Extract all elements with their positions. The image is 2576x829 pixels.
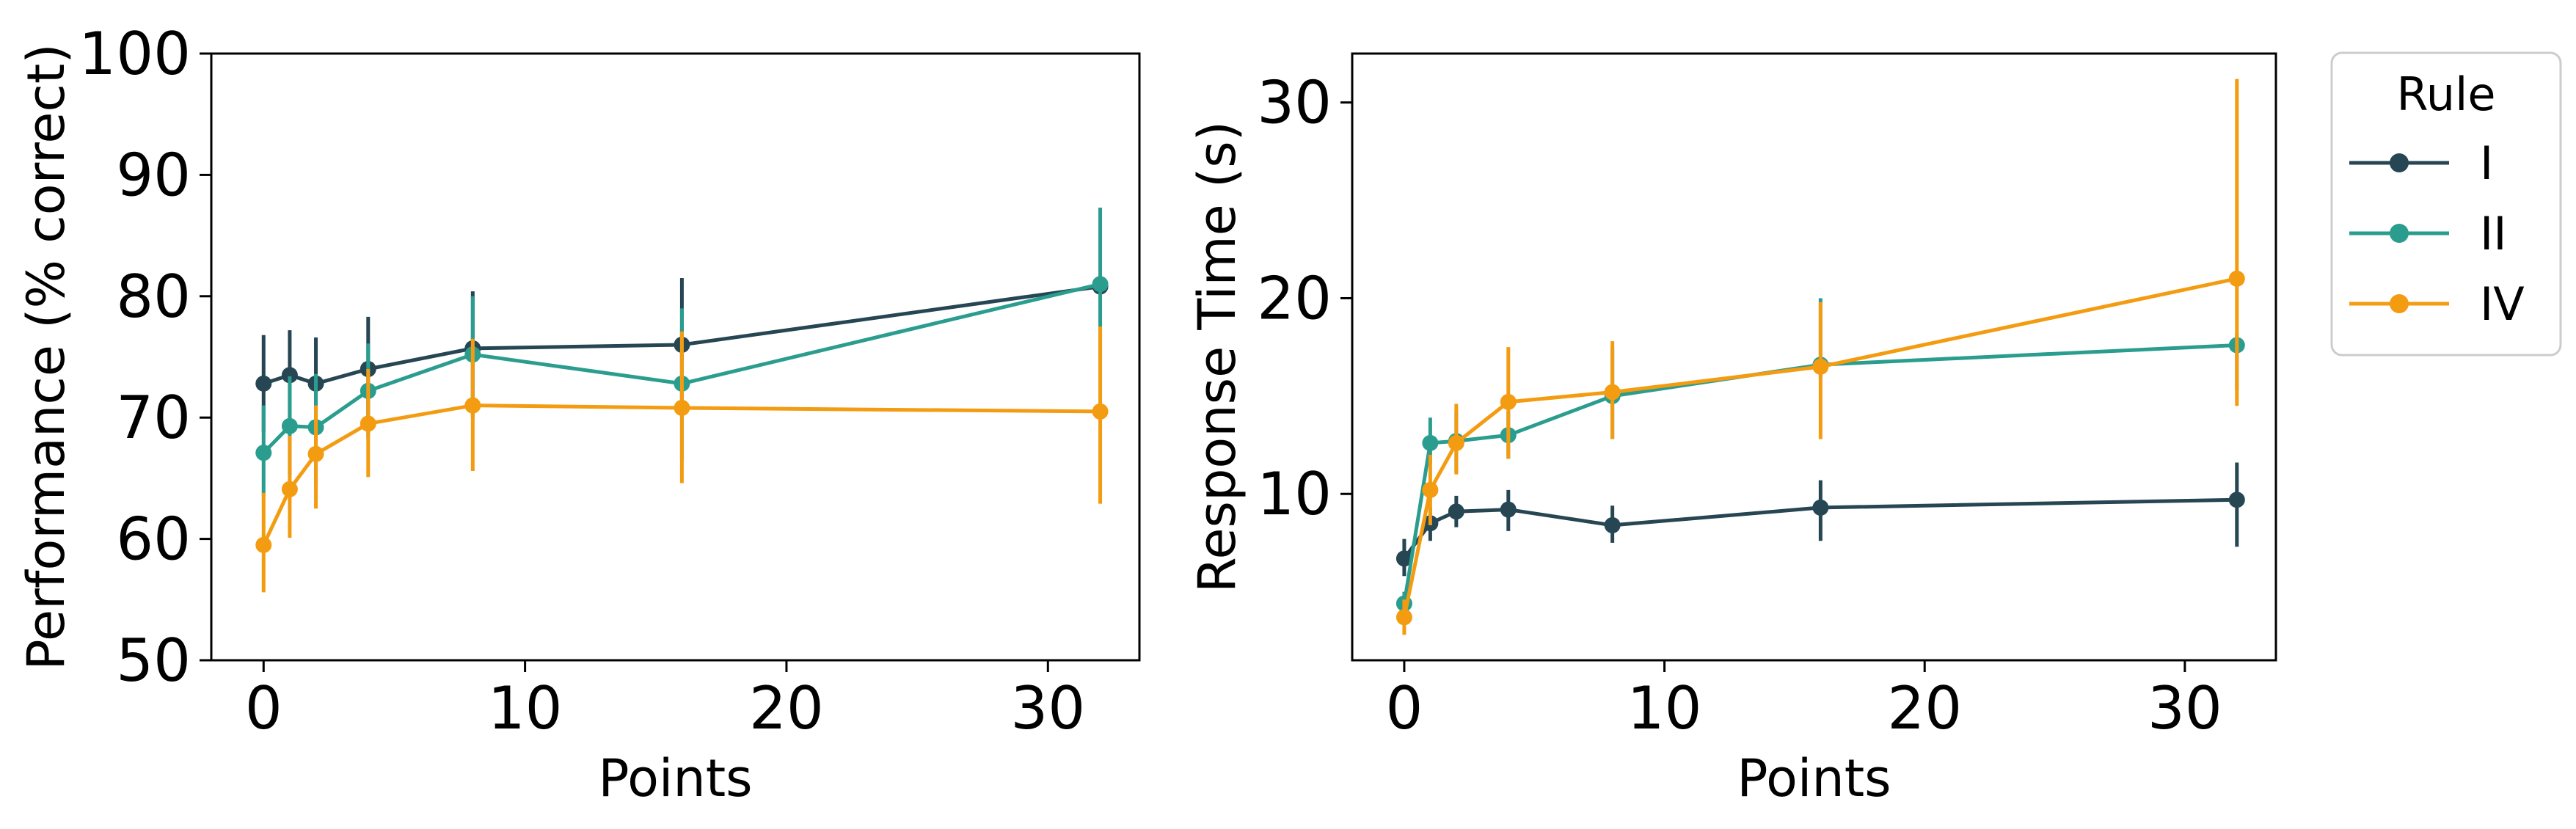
data-point [281, 481, 298, 497]
data-point [464, 397, 481, 414]
series-IV [1395, 78, 2245, 635]
data-point [1500, 393, 1517, 410]
series-I [1395, 462, 2245, 577]
data-point [255, 375, 272, 392]
data-point [1422, 434, 1439, 451]
x-tick-label: 30 [1010, 674, 1085, 742]
data-point [2228, 492, 2245, 508]
legend-label: I [2480, 136, 2493, 190]
y-axis-title: Response Time (s) [1187, 121, 1247, 593]
x-tick-label: 0 [245, 674, 282, 742]
data-point [674, 399, 690, 416]
legend-marker [2390, 153, 2409, 172]
y-axis-title: Performance (% correct) [16, 43, 76, 670]
legend-marker [2390, 294, 2409, 313]
y-tick-label: 90 [116, 141, 191, 209]
legend-frame [2330, 51, 2562, 357]
data-point [1395, 550, 1412, 567]
x-tick-label: 0 [1385, 674, 1423, 742]
data-point [1395, 609, 1412, 626]
legend-marker [2390, 224, 2409, 243]
data-point [1812, 499, 1829, 516]
plot-frame [210, 52, 1141, 662]
y-tick-label: 10 [1257, 460, 1332, 528]
y-tick-label: 20 [1257, 264, 1332, 332]
data-point [1092, 276, 1109, 293]
y-tick-label: 80 [116, 263, 191, 331]
data-point [281, 417, 298, 434]
series-IV [255, 326, 1109, 593]
data-point [360, 415, 376, 432]
data-point [1422, 481, 1439, 498]
data-point [2228, 270, 2245, 287]
data-point [1604, 384, 1621, 401]
legend-label: IV [2480, 277, 2525, 331]
performance-panel: 0 10 20 30 50 60 70 80 90 100 Points Performance (%… [16, 20, 1141, 808]
data-point [281, 367, 298, 384]
data-point [1604, 516, 1621, 533]
x-tick-label: 20 [749, 674, 824, 742]
legend-title: Rule [2397, 67, 2496, 121]
data-point [1448, 434, 1464, 451]
y-tick-label: 60 [116, 505, 191, 574]
data-point [1092, 403, 1109, 420]
data-point [1500, 501, 1517, 518]
y-tick-label: 100 [79, 20, 191, 88]
data-point [307, 445, 324, 462]
x-axis-title: Points [1737, 748, 1891, 808]
y-tick-label: 50 [116, 627, 191, 695]
x-axis-title: Points [598, 748, 752, 808]
y-tick-label: 70 [116, 384, 191, 452]
x-tick-label: 10 [488, 674, 563, 742]
legend-label: II [2480, 207, 2507, 260]
response-time-panel: 0 10 20 30 10 20 30 Points Response Time (s) [1187, 52, 2277, 808]
x-tick-label: 20 [1887, 674, 1962, 742]
x-tick-label: 30 [2148, 674, 2222, 742]
data-point [1812, 358, 1829, 375]
data-point [255, 445, 272, 461]
data-point [255, 536, 272, 553]
y-tick-label: 30 [1257, 69, 1332, 137]
x-tick-label: 10 [1627, 674, 1702, 742]
data-point [1448, 503, 1464, 520]
plot-frame [1351, 52, 2277, 662]
